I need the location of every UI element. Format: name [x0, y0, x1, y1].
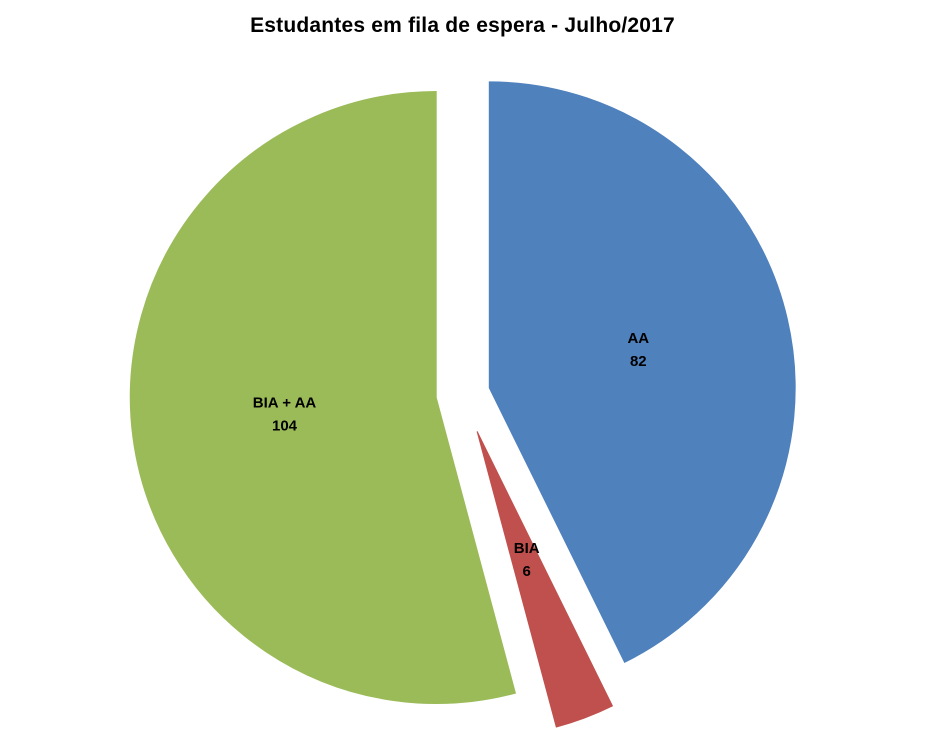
slice-label-bia-aa: BIA + AA 104 [253, 395, 317, 435]
pie-slice-bia [476, 431, 614, 728]
pie-slice-bia-aa [129, 90, 517, 704]
slice-label-aa: AA 82 [627, 330, 649, 370]
chart-title: Estudantes em fila de espera - Julho/201… [250, 14, 675, 37]
pie-slice-aa [488, 81, 796, 663]
slice-label-bia: BIA 6 [514, 540, 540, 580]
